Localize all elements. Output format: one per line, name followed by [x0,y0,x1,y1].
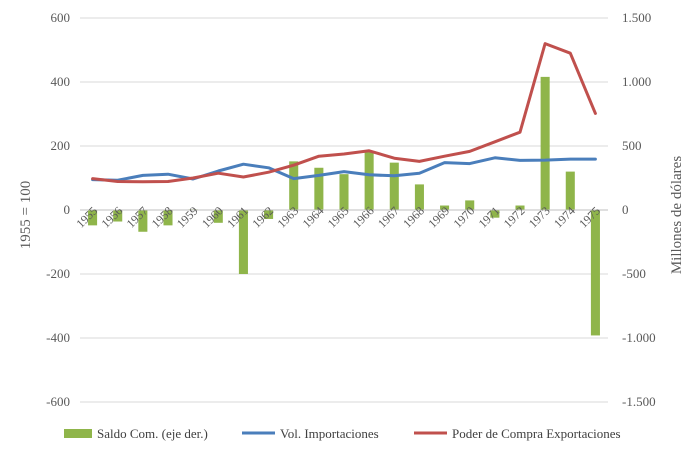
bar-saldo-1963 [289,161,299,210]
x-tick-label: 1955 [73,204,100,231]
left-tick-label: -200 [46,266,70,281]
bar-saldo-1964 [314,167,324,210]
x-tick-label: 1958 [149,204,176,231]
bar-saldo-1958 [163,210,173,226]
legend-label-saldo: Saldo Com. (eje der.) [97,426,208,441]
legend-label-exportaciones: Poder de Compra Exportaciones [452,426,621,441]
left-axis-ticks: 600 400 200 0 -200 -400 -600 [46,10,70,409]
bar-saldo-1971 [490,210,500,218]
bar-saldo-1961 [238,210,248,274]
x-tick-label: 1971 [476,204,503,231]
left-tick-label: -600 [46,394,70,409]
left-tick-label: 200 [51,138,71,153]
legend: Saldo Com. (eje der.) Vol. Importaciones… [64,426,621,441]
left-axis-title: 1955 = 100 [18,181,34,249]
left-tick-label: 400 [51,74,71,89]
left-tick-label: 600 [51,10,71,25]
line-series-2 [91,42,597,184]
x-tick-label: 1956 [98,204,125,231]
x-tick-label: 1959 [174,204,201,231]
right-axis-title: Millones de dólares [669,156,685,274]
bar-series-saldo [88,76,600,336]
bar-saldo-1965 [339,174,349,210]
left-tick-label: -400 [46,330,70,345]
x-tick-label: 1962 [249,204,276,231]
bar-saldo-1962 [264,210,274,219]
right-tick-label: 500 [622,138,642,153]
right-tick-label: 1.500 [622,10,651,25]
bar-saldo-1972 [515,205,525,210]
x-tick-label: 1960 [199,204,226,231]
right-tick-label: 1.000 [622,74,651,89]
right-tick-label: 0 [622,202,629,217]
bar-saldo-1955 [88,210,98,226]
bar-saldo-1975 [590,210,600,336]
gridlines [80,17,608,403]
line-series [91,42,597,184]
bar-saldo-1970 [465,200,475,210]
bar-saldo-1974 [565,171,575,210]
line-series-1 [91,156,597,182]
bar-saldo-1966 [364,151,374,210]
bar-saldo-1968 [414,184,424,210]
right-tick-label: -1.500 [622,394,656,409]
right-tick-label: -1.000 [622,330,656,345]
right-tick-label: -500 [622,266,646,281]
bar-saldo-1956 [113,210,123,222]
bar-saldo-1969 [440,205,450,210]
right-axis-ticks: 1.500 1.000 500 0 -500 -1.000 -1.500 [622,10,656,409]
bar-saldo-1967 [389,162,399,210]
bar-saldo-1973 [540,76,550,210]
bar-saldo-1957 [138,210,148,232]
legend-swatch-saldo [64,429,92,438]
legend-label-importaciones: Vol. Importaciones [280,426,379,441]
bar-saldo-1960 [213,210,223,223]
left-tick-label: 0 [64,202,71,217]
